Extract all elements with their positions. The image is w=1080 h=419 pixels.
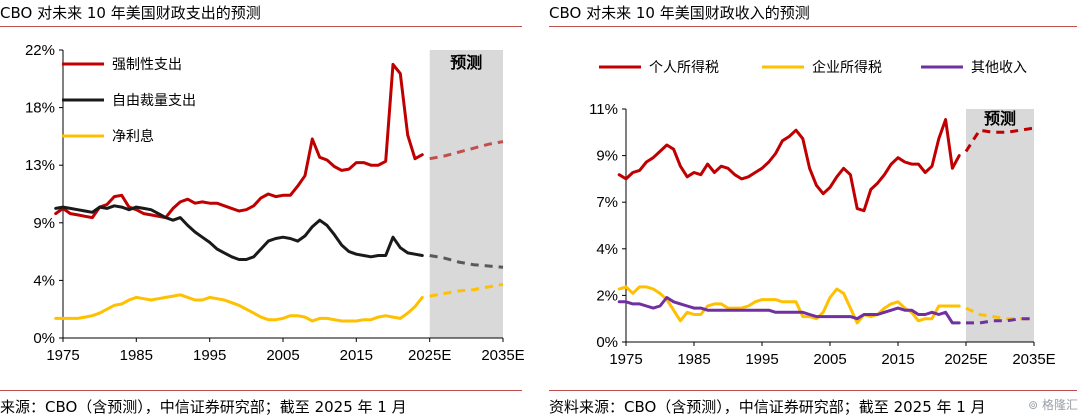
legend-label: 净利息: [112, 128, 154, 144]
chart-title: CBO 对未来 10 年美国财政支出的预测: [0, 4, 261, 22]
series-line: [617, 296, 961, 325]
y-tick-label: 9%: [596, 148, 618, 165]
series-line: [54, 62, 424, 220]
spending-chart-panel: CBO 对未来 10 年美国财政支出的预测 预测 0% 4% 9% 13% 18% 22% 1…: [0, 4, 525, 416]
forecast-label: 预测: [450, 53, 482, 72]
series-forecast-line: [966, 317, 1034, 325]
x-tick-label: 1995: [745, 351, 778, 368]
y-tick-label: 13%: [25, 157, 55, 174]
chart-title: CBO 对未来 10 年美国财政收入的预测: [549, 4, 810, 22]
y-tick-label: 22%: [25, 42, 55, 59]
forecast-region: [966, 109, 1034, 342]
series-line: [617, 118, 961, 213]
legend-label: 其他收入: [971, 59, 1027, 75]
series-forecast-line: [429, 282, 504, 298]
y-tick-label: 7%: [596, 194, 618, 211]
source-note: 来源：CBO（含预测），中信证券研究部；截至 2025 年 1 月: [0, 398, 407, 416]
y-tick-label: 0%: [33, 330, 55, 347]
x-tick-label: 1975: [46, 347, 79, 364]
x-tick-label: 2015: [881, 351, 914, 368]
legend-label: 强制性支出: [112, 56, 182, 72]
x-tick-label: 1975: [609, 351, 642, 368]
y-tick-label: 0%: [596, 334, 618, 351]
x-tick-label: 1985: [120, 347, 153, 364]
x-tick-label: 1995: [193, 347, 226, 364]
y-tick-label: 18%: [25, 100, 55, 117]
series-forecast-line: [429, 254, 504, 269]
revenue-chart: 预测 0% 2% 4% 7% 9% 11% 1975 1985 1995 2005 2015 2025E…: [589, 59, 1056, 368]
title-rule: [549, 26, 1077, 27]
y-tick-label: 9%: [33, 215, 55, 232]
x-tick-label: 2025E: [944, 351, 987, 368]
y-tick-label: 4%: [33, 272, 55, 289]
forecast-label: 预测: [984, 109, 1016, 128]
y-tick-label: 2%: [596, 287, 618, 304]
forecast-region: [429, 50, 503, 338]
x-tick-label: 2005: [266, 347, 299, 364]
x-tick-label: 1985: [677, 351, 710, 368]
series-line: [54, 204, 424, 261]
legend-label: 自由裁量支出: [112, 92, 196, 108]
title-rule: [0, 26, 522, 27]
x-tick-label: 2035E: [1012, 351, 1055, 368]
x-tick-label: 2035E: [481, 347, 524, 364]
source-note: 资料来源：CBO（含预测），中信证券研究部；截至 2025 年 1 月: [549, 398, 986, 416]
revenue-chart-panel: CBO 对未来 10 年美国财政收入的预测 预测 0% 2% 4% 7% 9% 11% 197…: [549, 0, 1080, 419]
x-tick-label: 2025E: [408, 347, 451, 364]
y-tick-label: 11%: [589, 101, 618, 118]
x-tick-label: 2015: [340, 347, 373, 364]
x-tick-label: 2005: [813, 351, 846, 368]
series-line: [617, 285, 961, 325]
spending-chart: 预测 0% 4% 9% 13% 18% 22% 1975 1985 1995 2005 2015 202…: [25, 42, 525, 364]
series-forecast-line: [429, 140, 504, 161]
watermark-logo: ⊚ 格隆汇: [1028, 398, 1078, 412]
legend-label: 个人所得税: [649, 59, 719, 75]
source-rule: [549, 390, 1077, 391]
legend-label: 企业所得税: [812, 59, 882, 75]
y-tick-label: 4%: [596, 241, 618, 258]
watermark-text: 格隆汇: [1041, 398, 1078, 412]
source-rule: [0, 390, 522, 391]
series-line: [54, 293, 424, 323]
